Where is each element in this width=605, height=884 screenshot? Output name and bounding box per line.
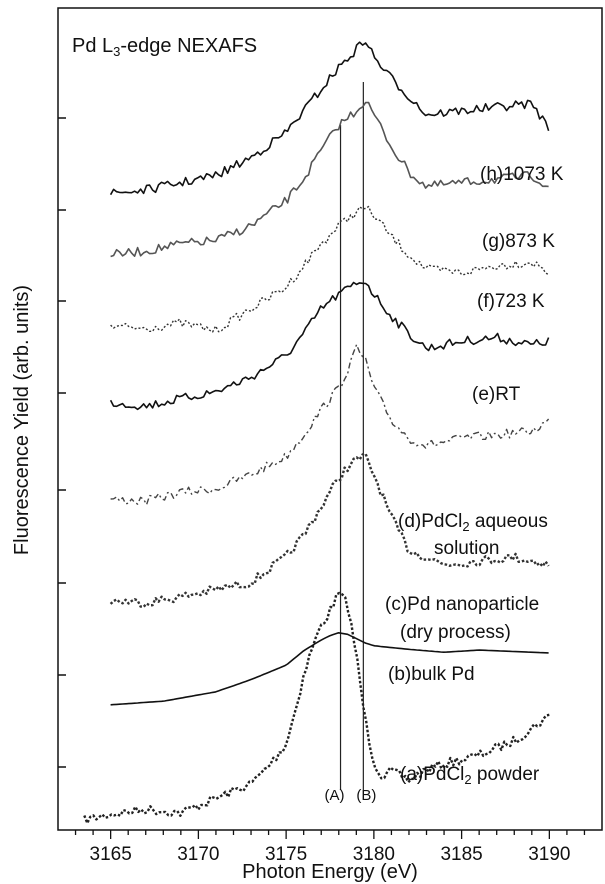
series-label-h: (h)1073 K bbox=[480, 164, 564, 185]
y-axis-ticks bbox=[58, 117, 66, 768]
reference-label-b: (B) bbox=[356, 787, 376, 804]
series-line-e bbox=[109, 281, 550, 411]
series-line-b bbox=[110, 631, 549, 706]
series-line-d bbox=[110, 343, 550, 506]
series-line-a bbox=[83, 591, 550, 825]
plot-frame bbox=[57, 7, 603, 831]
reference-label-a: (A) bbox=[325, 787, 345, 804]
x-tick-label: 3180 bbox=[353, 844, 395, 865]
x-tick-label: 3165 bbox=[90, 844, 132, 865]
x-axis: 3165 3170 3175 3180 3185 3190 bbox=[74, 830, 586, 865]
series-label-d: (d)PdCl2 aqueous bbox=[398, 511, 548, 534]
x-axis-label: Photon Energy (eV) bbox=[242, 861, 418, 883]
series-label-d-line2: solution bbox=[434, 538, 500, 559]
series-label-g: (g)873 K bbox=[482, 231, 555, 252]
x-tick-label: 3190 bbox=[528, 844, 570, 865]
series-line-h bbox=[109, 41, 550, 196]
y-axis-label: Fluorescence Yield (arb. units) bbox=[11, 285, 33, 555]
series-label-f: (f)723 K bbox=[477, 291, 545, 312]
series-label-a: (a)PdCl2 powder bbox=[400, 764, 540, 787]
series-label-c: (c)Pd nanoparticle bbox=[385, 594, 539, 615]
series-group bbox=[83, 41, 550, 825]
reference-lines: (A) (B) bbox=[325, 82, 376, 804]
x-tick-label: 3185 bbox=[440, 844, 482, 865]
series-line-f bbox=[110, 205, 549, 333]
chart-title: Pd L3-edge NEXAFS bbox=[72, 35, 257, 59]
series-line-g bbox=[110, 101, 549, 258]
series-label-c-line2: (dry process) bbox=[400, 622, 511, 643]
series-label-b: (b)bulk Pd bbox=[388, 664, 475, 685]
series-label-e: (e)RT bbox=[472, 384, 521, 405]
x-tick-label: 3175 bbox=[265, 844, 307, 865]
series-labels: (a)PdCl2 powder (b)bulk Pd (c)Pd nanoparti… bbox=[385, 164, 564, 787]
x-tick-label: 3170 bbox=[177, 844, 219, 865]
series-line-c bbox=[109, 452, 550, 609]
